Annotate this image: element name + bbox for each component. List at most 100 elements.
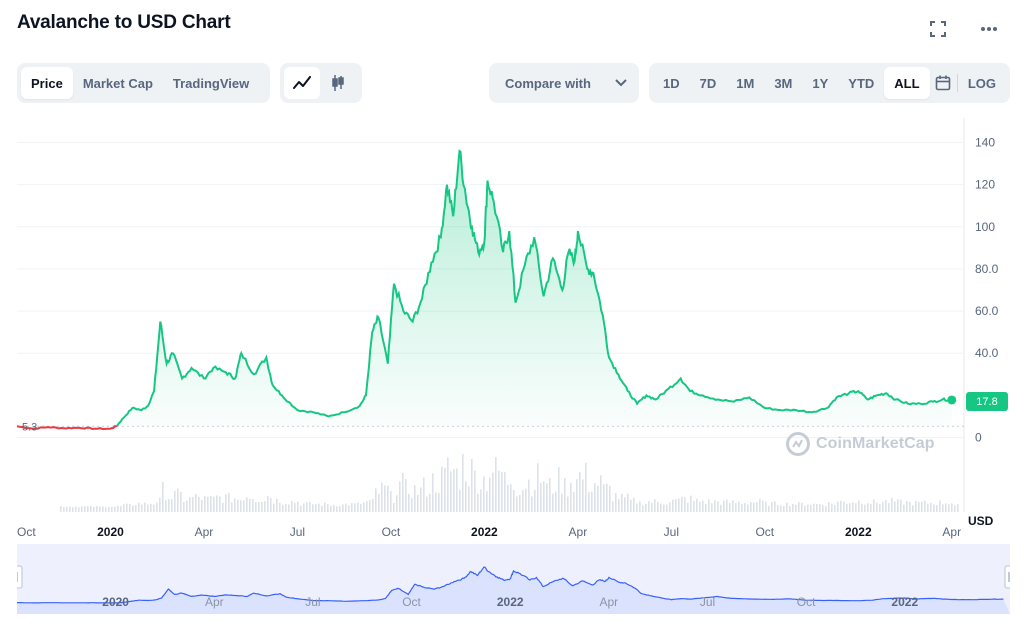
- range-ytd[interactable]: YTD: [848, 75, 875, 91]
- volume-bar: [243, 500, 245, 512]
- volume-bar: [129, 503, 131, 512]
- volume-bar: [408, 494, 410, 512]
- volume-bar: [720, 504, 722, 512]
- volume-bar: [123, 504, 125, 512]
- y-axis-ticks: 140 120 100 80.0 60.0 40.0 0: [975, 136, 999, 445]
- price-line-up: [116, 149, 952, 427]
- volume-bar: [732, 500, 734, 512]
- navigator-left-handle[interactable]: [17, 565, 23, 589]
- start-price-label: 5.3: [22, 421, 37, 433]
- volume-bar: [945, 503, 947, 512]
- volume-bar: [933, 504, 935, 512]
- chevron-down-icon: [615, 79, 627, 87]
- volume-bar: [192, 496, 194, 512]
- volume-bar: [930, 502, 932, 512]
- log-scale-toggle[interactable]: LOG: [967, 75, 996, 91]
- volume-bar: [936, 505, 938, 512]
- volume-bar: [564, 477, 566, 512]
- volume-bar: [72, 507, 74, 512]
- volume-bar: [219, 496, 221, 512]
- volume-bar: [828, 502, 830, 512]
- volume-bar: [432, 473, 434, 512]
- volume-bar: [597, 485, 599, 512]
- tab-market-cap[interactable]: Market Cap: [82, 75, 153, 91]
- range-3m[interactable]: 3M: [774, 75, 793, 91]
- fullscreen-icon[interactable]: [927, 18, 949, 40]
- volume-bar: [456, 468, 458, 512]
- volume-bar: [279, 502, 281, 512]
- volume-bar: [804, 505, 806, 512]
- x-tick-label: Jul: [664, 525, 679, 539]
- volume-bar: [645, 503, 647, 512]
- current-price-dot: [947, 395, 957, 405]
- volume-bar: [252, 499, 254, 512]
- range-1m[interactable]: 1M: [736, 75, 755, 91]
- range-all[interactable]: ALL: [884, 67, 930, 99]
- volume-bar: [780, 505, 782, 512]
- range-1d[interactable]: 1D: [663, 75, 680, 91]
- range-selector: 1D 7D 1M 3M 1Y YTD ALL LOG: [649, 63, 1010, 103]
- volume-bar: [789, 506, 791, 512]
- volume-bar: [459, 489, 461, 512]
- compare-with-dropdown[interactable]: Compare with: [489, 63, 639, 103]
- volume-bar: [312, 504, 314, 512]
- volume-bar: [378, 494, 380, 512]
- volume-bar: [888, 503, 890, 512]
- range-1y[interactable]: 1Y: [812, 75, 829, 91]
- volume-bar: [957, 504, 959, 512]
- volume-bar: [756, 502, 758, 512]
- tab-tradingview[interactable]: TradingView: [172, 75, 250, 91]
- volume-bar: [357, 502, 359, 512]
- volume-bar: [519, 495, 521, 512]
- volume-bar: [501, 472, 503, 512]
- calendar-icon[interactable]: [930, 67, 958, 99]
- volume-bar: [66, 506, 68, 512]
- volume-bar: [819, 504, 821, 512]
- range-navigator[interactable]: 2020 Apr Jul Oct 2022 Apr Jul Oct 2022: [17, 544, 1010, 614]
- volume-bar: [327, 504, 329, 512]
- volume-bar: [927, 503, 929, 512]
- volume-bar: [414, 485, 416, 512]
- candlestick-icon[interactable]: [320, 67, 356, 99]
- y-tick-label: 40.0: [975, 346, 999, 360]
- volume-bar: [531, 496, 533, 512]
- volume-bar: [495, 456, 497, 512]
- volume-bar: [336, 506, 338, 512]
- volume-bar: [384, 485, 386, 512]
- volume-bar: [372, 498, 374, 512]
- volume-bar: [411, 498, 413, 512]
- volume-bar: [321, 505, 323, 512]
- volume-bar: [342, 504, 344, 512]
- volume-bar: [81, 506, 83, 512]
- volume-bar: [429, 493, 431, 512]
- y-tick-label: 120: [975, 178, 995, 192]
- volume-bar: [723, 500, 725, 512]
- more-options-icon[interactable]: [978, 18, 1000, 40]
- volume-bar: [765, 501, 767, 512]
- navigator-x-label: Apr: [205, 595, 224, 609]
- navigator-x-label: Oct: [402, 595, 421, 609]
- navigator-area: [17, 567, 1010, 614]
- volume-bar: [135, 505, 137, 512]
- volume-bar: [816, 504, 818, 512]
- volume-bar: [453, 468, 455, 512]
- volume-bar: [63, 507, 65, 512]
- range-7d[interactable]: 7D: [699, 75, 717, 91]
- volume-bar: [507, 484, 509, 512]
- line-chart-icon[interactable]: [284, 67, 320, 99]
- tab-price[interactable]: Price: [21, 67, 73, 99]
- volume-bar: [744, 502, 746, 512]
- volume-bar: [111, 506, 113, 512]
- volume-bar: [585, 462, 587, 512]
- page-title: Avalanche to USD Chart: [17, 12, 231, 33]
- volume-bar: [306, 502, 308, 512]
- volume-bar: [489, 477, 491, 512]
- price-chart[interactable]: 140 120 100 80.0 60.0 40.0 0 Oct 2020 Apr Jul Oct 2…: [0, 112, 1024, 542]
- navigator-right-handle[interactable]: [1004, 565, 1010, 589]
- volume-bar: [795, 504, 797, 512]
- volume-bar: [405, 478, 407, 512]
- volume-bar: [570, 482, 572, 512]
- volume-bar: [672, 499, 674, 512]
- volume-bar: [876, 502, 878, 512]
- volume-bar: [543, 481, 545, 512]
